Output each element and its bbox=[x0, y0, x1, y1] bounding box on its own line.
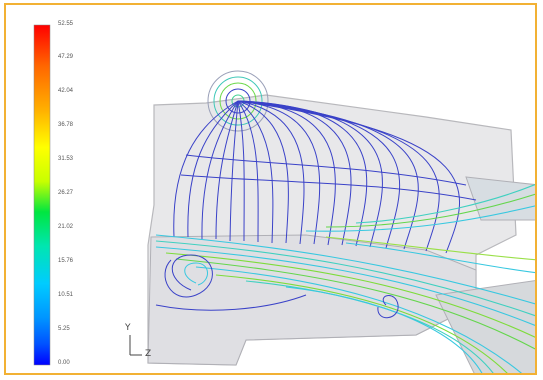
legend-color-bar bbox=[34, 25, 50, 365]
legend-label: 21.02 bbox=[58, 224, 73, 230]
legend-label: 26.27 bbox=[58, 190, 73, 196]
legend-label: 15.76 bbox=[58, 258, 73, 264]
axis-y-label: Y bbox=[125, 323, 131, 333]
visualization-frame: 52.55 47.29 42.04 36.78 31.53 26.27 21.0… bbox=[4, 3, 537, 375]
legend-label: 42.04 bbox=[58, 88, 73, 94]
axis-triad bbox=[130, 335, 142, 355]
legend-label: 10.51 bbox=[58, 292, 73, 298]
housing-outlet-pipe bbox=[436, 280, 537, 375]
legend-label: 31.53 bbox=[58, 156, 73, 162]
legend-label: 47.29 bbox=[58, 54, 73, 60]
axis-z-label: Z bbox=[145, 349, 151, 359]
legend-label: 36.78 bbox=[58, 122, 73, 128]
legend-label-max: 52.55 bbox=[58, 21, 73, 27]
cfd-streamline-render bbox=[6, 5, 537, 375]
legend-label-min: 0.00 bbox=[58, 360, 70, 366]
legend-label: 5.25 bbox=[58, 326, 70, 332]
